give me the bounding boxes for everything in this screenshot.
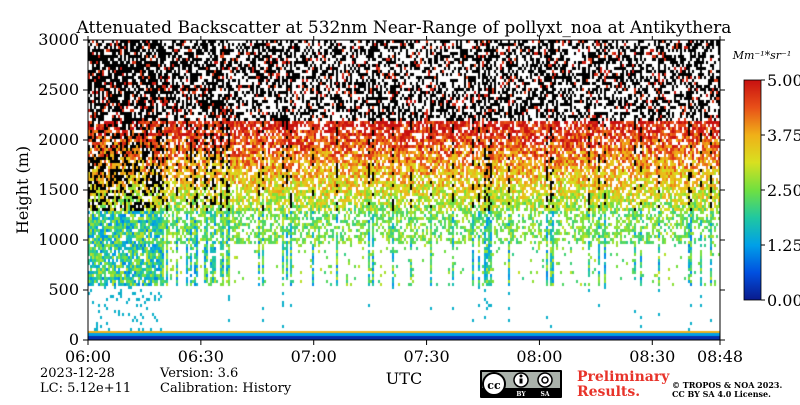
sa-icon [537, 372, 553, 388]
colorbar-tick-label: 2.50 [767, 181, 800, 200]
footer-calibration: Calibration: History [160, 381, 292, 396]
colorbar-tick-label: 1.25 [767, 236, 800, 255]
colorbar [743, 79, 762, 301]
footer-lc: LC: 5.12e+11 [40, 381, 131, 396]
footer-version: Version: 3.6 [159, 366, 238, 381]
y-axis-label: Height (m) [13, 146, 32, 234]
colorbar-tick-label: 0.00 [767, 291, 800, 310]
y-tick-label: 1000 [38, 230, 79, 249]
chart-title: Attenuated Backscatter at 532nm Near-Ran… [76, 18, 732, 38]
badge-by-label: BY [516, 391, 526, 398]
y-axis: 0 500 1000 1500 2000 2500 3000 [38, 30, 725, 349]
cc-license-badge: cc BY SA [480, 370, 562, 398]
heatmap-raster [88, 40, 720, 340]
colorbar-tick-label: 5.00 [767, 71, 800, 90]
x-tick-label: 07:30 [404, 347, 450, 366]
y-tick-label: 2000 [38, 130, 79, 149]
svg-text:cc: cc [487, 379, 501, 392]
y-tick-label: 500 [48, 280, 79, 299]
copyright-line2: CC BY SA 4.0 License. [672, 389, 771, 399]
colorbar-ticks: 5.00 3.75 2.50 1.25 0.00 [761, 71, 800, 310]
y-tick-label: 2500 [38, 80, 79, 99]
x-tick-label: 08:30 [629, 347, 675, 366]
x-tick-label: 07:00 [291, 347, 337, 366]
y-tick-label: 1500 [38, 180, 79, 199]
x-axis: 06:00 06:30 07:00 07:30 08:00 08:30 08:48 [65, 36, 743, 366]
colorbar-tick-label: 3.75 [767, 126, 800, 145]
preliminary-line1: Preliminary [577, 369, 670, 385]
badge-sa-label: SA [541, 391, 550, 398]
x-tick-label: 06:00 [65, 347, 111, 366]
copyright-line1: © TROPOS & NOA 2023. [672, 380, 782, 390]
x-tick-label: 06:30 [178, 347, 224, 366]
colorbar-unit: Mm⁻¹*sr⁻¹ [732, 49, 792, 62]
x-axis-label: UTC [386, 369, 422, 388]
cc-icon [482, 372, 506, 396]
x-tick-label: 08:00 [516, 347, 562, 366]
x-tick-label: 08:48 [697, 347, 743, 366]
footer-date: 2023-12-28 [40, 366, 115, 381]
y-tick-label: 3000 [38, 30, 79, 49]
heatmap-image [88, 40, 720, 340]
preliminary-line2: Results. [577, 384, 640, 400]
y-tick-label: 0 [69, 330, 79, 349]
